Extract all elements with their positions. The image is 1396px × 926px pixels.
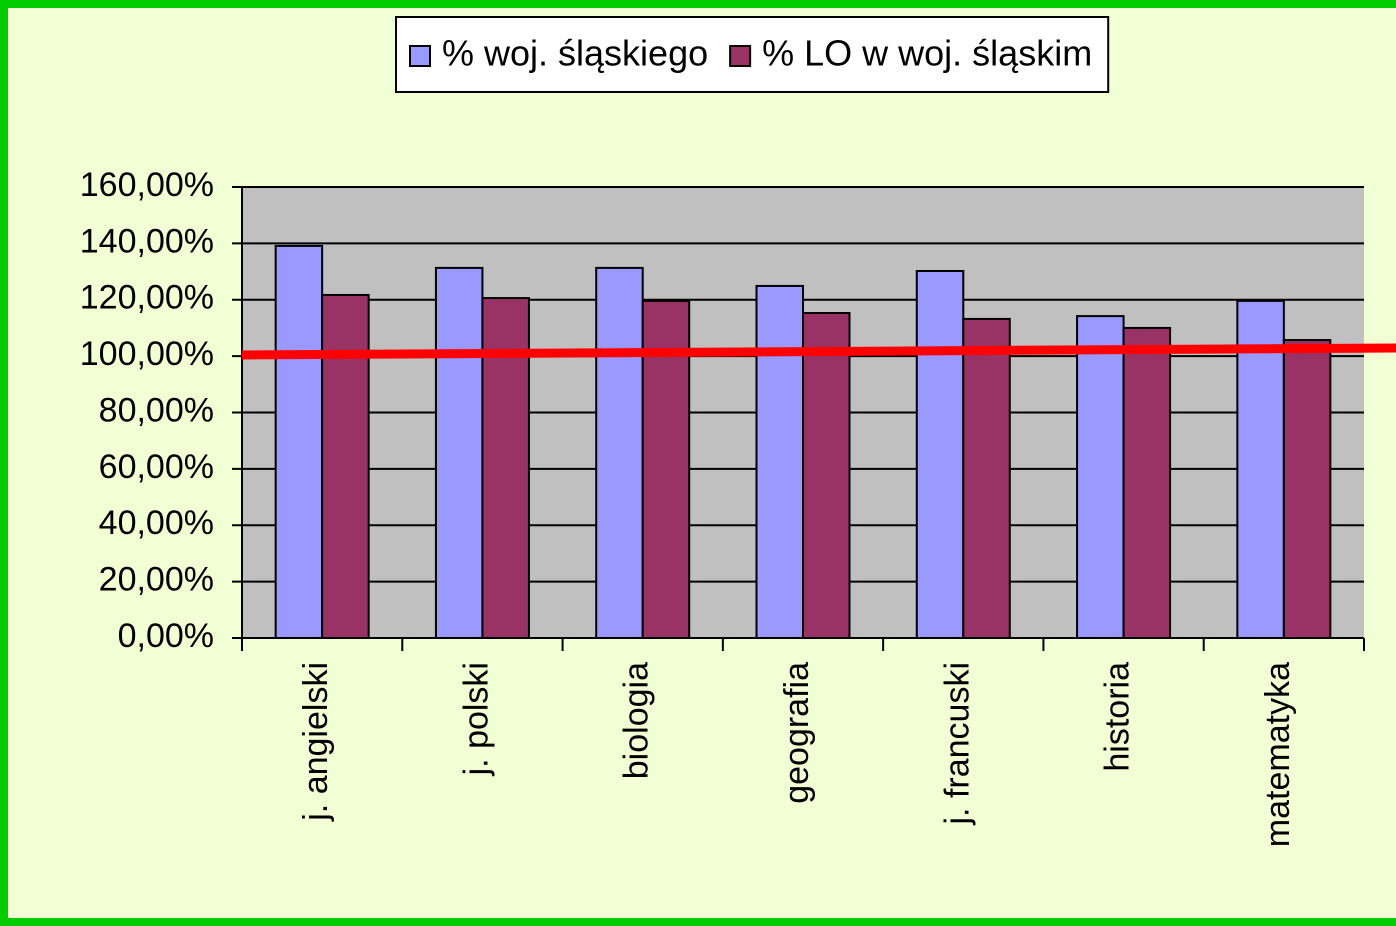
y-tick-label: 120,00%: [80, 279, 214, 317]
legend-box: [395, 16, 1110, 93]
bar: [641, 299, 691, 639]
bar: [802, 311, 851, 639]
y-tick-label: 80,00%: [99, 391, 214, 429]
bar: [1236, 299, 1285, 639]
bar: [962, 317, 1011, 639]
bar: [755, 284, 804, 639]
y-tick-label: 60,00%: [99, 448, 214, 486]
y-tick-label: 100,00%: [80, 335, 214, 373]
y-tick-label: 160,00%: [80, 166, 214, 204]
legend-label: % woj. śląskiego: [442, 33, 708, 74]
bar: [915, 269, 965, 639]
legend-swatch: [409, 45, 431, 67]
bar: [1282, 339, 1332, 639]
x-tick-label: j. angielski: [297, 662, 335, 822]
y-tick-label: 40,00%: [99, 504, 214, 542]
x-tick-label: biologia: [618, 662, 656, 779]
x-tick-label: j. francuski: [938, 662, 976, 826]
y-tick-label: 0,00%: [118, 617, 214, 655]
bar: [321, 293, 370, 639]
bar: [595, 266, 644, 639]
bar: [434, 266, 484, 639]
x-tick-label: historia: [1099, 662, 1137, 772]
legend: % woj. śląskiego % LO w woj. śląskim: [395, 16, 1110, 93]
y-tick-label: 140,00%: [80, 222, 214, 260]
bar: [274, 244, 324, 640]
reference-line: [241, 343, 1396, 360]
bar: [1076, 315, 1125, 639]
x-tick-label: geografia: [778, 662, 816, 804]
x-tick-label: j. polski: [457, 662, 495, 776]
x-tick-label: matematyka: [1259, 662, 1297, 847]
bar: [1122, 326, 1172, 639]
y-tick-label: 20,00%: [99, 561, 214, 599]
legend-label: % LO w woj. śląskim: [762, 33, 1092, 74]
legend-swatch: [729, 45, 752, 67]
